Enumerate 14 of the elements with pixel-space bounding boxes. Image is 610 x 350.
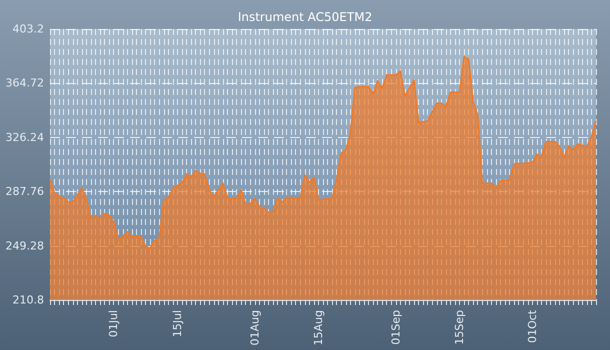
y-tick-label: 403.2 <box>12 22 44 36</box>
y-tick-label: 249.28 <box>6 239 44 252</box>
y-tick-label: 326.24 <box>6 130 44 144</box>
x-tick-label: 15Jul <box>170 310 184 338</box>
y-tick-label: 287.76 <box>6 185 44 198</box>
x-tick-label: 01Sep <box>389 310 402 345</box>
x-tick-label: 15Sep <box>453 310 466 345</box>
y-tick-label: 364.72 <box>6 76 44 90</box>
x-tick-label: 01Aug <box>248 310 262 346</box>
x-tick-label: 01Jul <box>107 310 120 338</box>
chart-title: Instrument AC50ETM2 <box>238 10 372 24</box>
x-tick-label: 15Aug <box>312 310 325 346</box>
x-tick-label: 01Oct <box>526 309 539 344</box>
y-tick-label: 210.8 <box>12 294 44 306</box>
